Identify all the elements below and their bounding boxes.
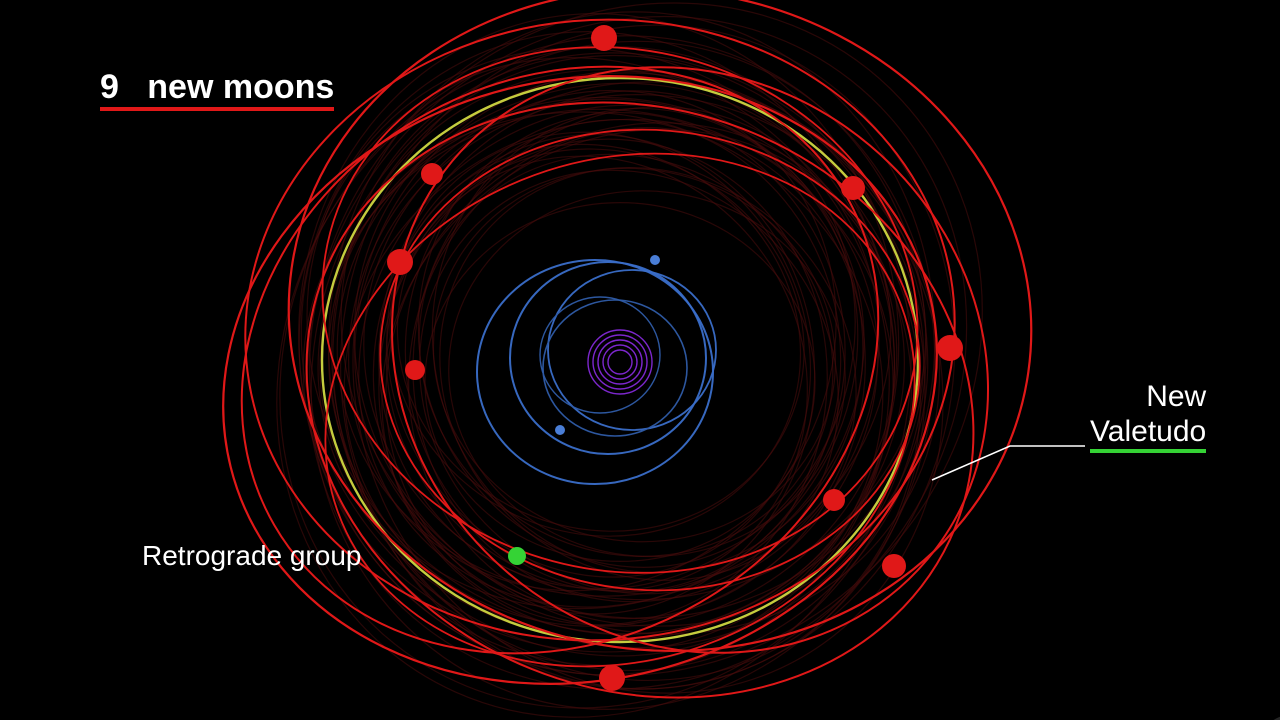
- retrograde-group-label: Retrograde group: [142, 540, 361, 572]
- valetudo-line2: Valetudo: [1090, 415, 1206, 454]
- title-text: new moons: [147, 68, 334, 106]
- title-new-moons: 9 new moons: [100, 68, 334, 111]
- valetudo-line1: New: [1090, 380, 1206, 415]
- diagram-stage: { "canvas": { "width": 1280, "height": 7…: [0, 0, 1280, 720]
- moon-count: 9: [100, 68, 119, 106]
- valetudo-callout: New Valetudo: [1090, 380, 1206, 453]
